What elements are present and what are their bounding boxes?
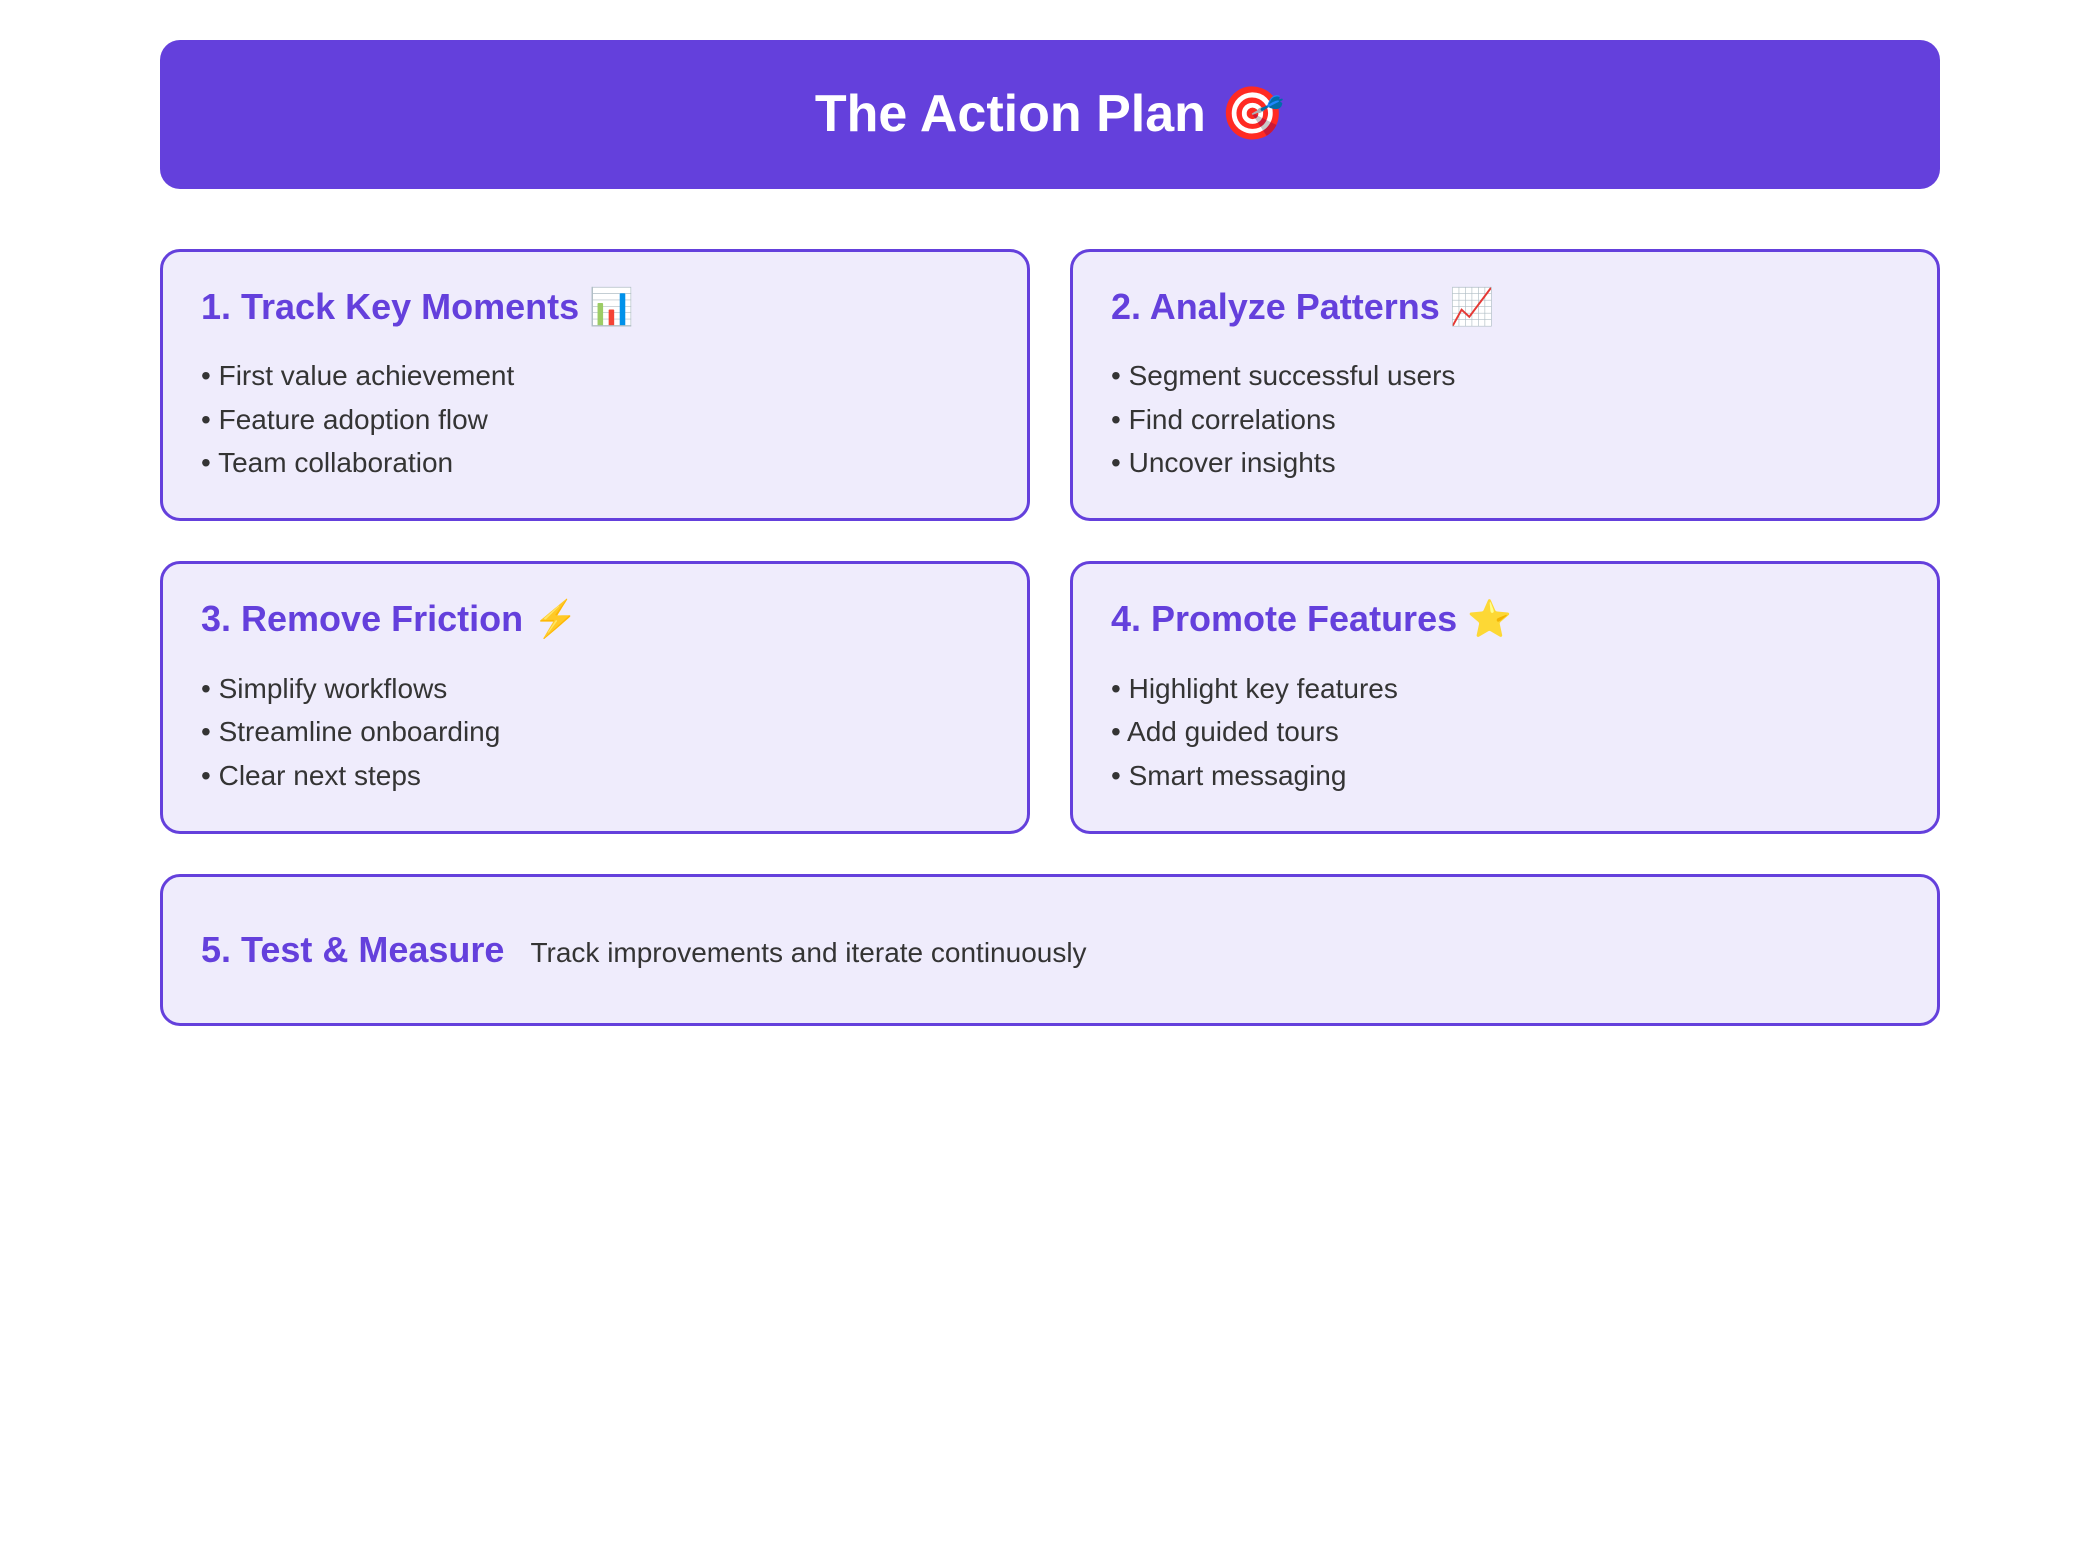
card-test-measure: 5. Test & Measure Track improvements and… [160, 874, 1940, 1026]
card-remove-friction: 3. Remove Friction ⚡ Simplify workflows … [160, 561, 1030, 834]
bullet-item: Add guided tours [1111, 710, 1899, 753]
card-title: 3. Remove Friction ⚡ [201, 594, 989, 644]
page-header: The Action Plan 🎯 [160, 40, 1940, 189]
bullet-item: Team collaboration [201, 441, 989, 484]
bullet-item: Uncover insights [1111, 441, 1899, 484]
bullet-item: Smart messaging [1111, 754, 1899, 797]
card-grid: 1. Track Key Moments 📊 First value achie… [160, 249, 1940, 834]
card-title: 1. Track Key Moments 📊 [201, 282, 989, 332]
card-analyze-patterns: 2. Analyze Patterns 📈 Segment successful… [1070, 249, 1940, 522]
card-bullets: First value achievement Feature adoption… [201, 354, 989, 484]
bullet-item: Find correlations [1111, 398, 1899, 441]
card-bullets: Simplify workflows Streamline onboarding… [201, 667, 989, 797]
bullet-item: Streamline onboarding [201, 710, 989, 753]
bullet-item: Clear next steps [201, 754, 989, 797]
card-track-moments: 1. Track Key Moments 📊 First value achie… [160, 249, 1030, 522]
bullet-item: Feature adoption flow [201, 398, 989, 441]
page-title: The Action Plan 🎯 [815, 85, 1285, 143]
card-bullets: Highlight key features Add guided tours … [1111, 667, 1899, 797]
card-description: Track improvements and iterate continuou… [530, 933, 1086, 972]
card-title: 2. Analyze Patterns 📈 [1111, 282, 1899, 332]
bullet-item: Highlight key features [1111, 667, 1899, 710]
card-promote-features: 4. Promote Features ⭐ Highlight key feat… [1070, 561, 1940, 834]
bullet-item: First value achievement [201, 354, 989, 397]
bullet-item: Simplify workflows [201, 667, 989, 710]
card-title: 5. Test & Measure [201, 925, 504, 975]
card-title: 4. Promote Features ⭐ [1111, 594, 1899, 644]
card-bullets: Segment successful users Find correlatio… [1111, 354, 1899, 484]
bullet-item: Segment successful users [1111, 354, 1899, 397]
